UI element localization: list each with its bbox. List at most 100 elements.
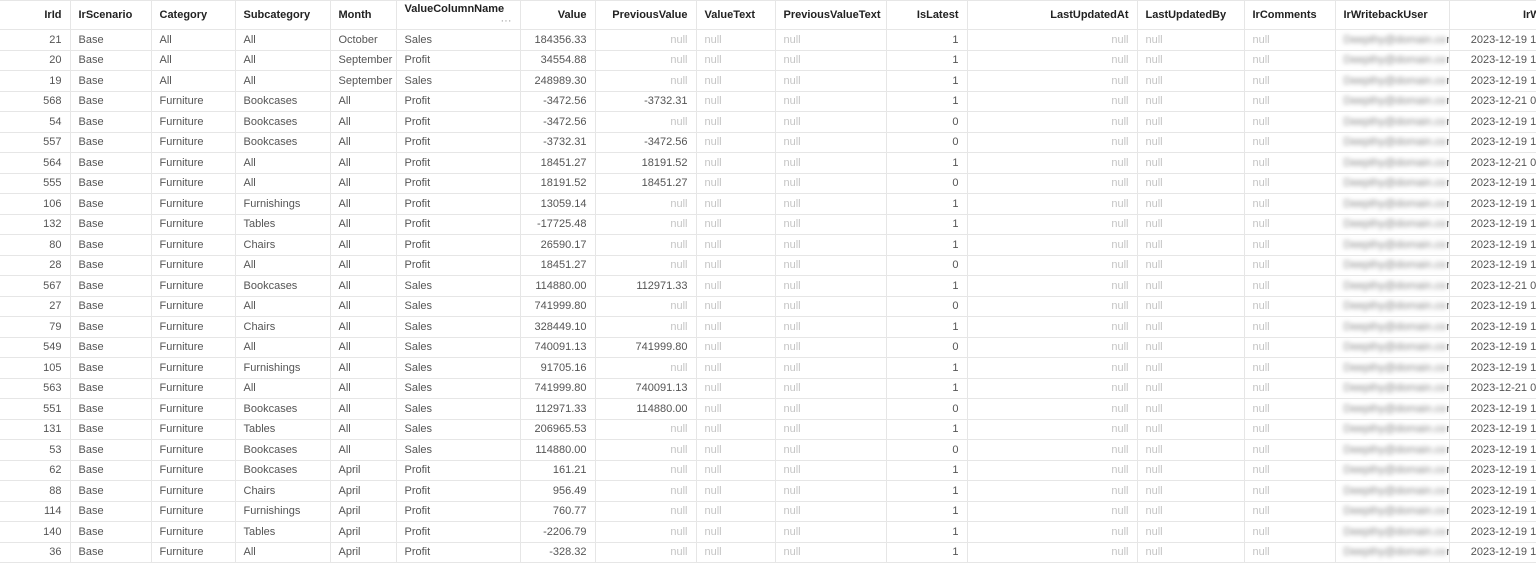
cell-month[interactable]: All	[330, 439, 397, 461]
cell-previousvaluetext[interactable]: null	[775, 152, 887, 174]
cell-islatest[interactable]: 0	[886, 296, 968, 317]
column-header-valuetext[interactable]: ValueText	[696, 0, 776, 30]
cell-irid[interactable]: 53	[0, 439, 71, 461]
cell-month[interactable]: All	[330, 111, 397, 133]
cell-valuetext[interactable]: null	[696, 214, 776, 235]
cell-category[interactable]: Furniture	[151, 255, 236, 276]
cell-lastupdatedby[interactable]: null	[1137, 419, 1245, 440]
cell-irscenario[interactable]: Base	[70, 337, 152, 358]
cell-previousvalue[interactable]: null	[595, 521, 697, 543]
cell-month[interactable]: All	[330, 398, 397, 420]
cell-irwritebackuser[interactable]: Deepthy@domain.com	[1335, 29, 1450, 51]
cell-islatest[interactable]: 0	[886, 337, 968, 358]
cell-category[interactable]: Furniture	[151, 275, 236, 297]
table-row[interactable]: 132 Base Furniture Tables All Profit -17725.48…	[0, 214, 1536, 235]
cell-value[interactable]: 248989.30	[520, 70, 596, 92]
cell-valuecolumnname[interactable]: Profit	[396, 542, 521, 563]
cell-valuecolumnname[interactable]: Profit	[396, 255, 521, 276]
cell-lastupdatedat[interactable]: null	[967, 173, 1138, 194]
cell-previousvalue[interactable]: null	[595, 316, 697, 338]
cell-irid[interactable]: 564	[0, 152, 71, 174]
cell-valuetext[interactable]: null	[696, 193, 776, 215]
cell-category[interactable]: Furniture	[151, 521, 236, 543]
cell-month[interactable]: All	[330, 275, 397, 297]
cell-lastupdatedat[interactable]: null	[967, 50, 1138, 71]
cell-valuecolumnname[interactable]: Sales	[396, 316, 521, 338]
table-row[interactable]: 555 Base Furniture All All Profit 18191.52 1845…	[0, 173, 1536, 194]
cell-lastupdatedby[interactable]: null	[1137, 460, 1245, 481]
cell-lastupdatedby[interactable]: null	[1137, 521, 1245, 543]
cell-category[interactable]: Furniture	[151, 91, 236, 112]
cell-ircomments[interactable]: null	[1244, 357, 1336, 379]
cell-previousvaluetext[interactable]: null	[775, 193, 887, 215]
cell-lastupdatedat[interactable]: null	[967, 460, 1138, 481]
cell-irid[interactable]: 20	[0, 50, 71, 71]
cell-lastupdatedat[interactable]: null	[967, 29, 1138, 51]
cell-lastupdatedat[interactable]: null	[967, 378, 1138, 399]
column-header-category[interactable]: Category	[151, 0, 236, 30]
cell-value[interactable]: 18451.27	[520, 152, 596, 174]
cell-irwrit[interactable]: 2023-12-19 18:4	[1449, 460, 1536, 481]
cell-irscenario[interactable]: Base	[70, 275, 152, 297]
table-row[interactable]: 80 Base Furniture Chairs All Profit 26590.17 nu…	[0, 234, 1536, 256]
cell-lastupdatedat[interactable]: null	[967, 501, 1138, 522]
cell-lastupdatedat[interactable]: null	[967, 296, 1138, 317]
cell-month[interactable]: All	[330, 419, 397, 440]
cell-valuecolumnname[interactable]: Profit	[396, 152, 521, 174]
cell-irid[interactable]: 549	[0, 337, 71, 358]
cell-valuecolumnname[interactable]: Profit	[396, 50, 521, 71]
table-row[interactable]: 105 Base Furniture Furnishings All Sales 91705…	[0, 357, 1536, 379]
cell-previousvalue[interactable]: -3472.56	[595, 132, 697, 153]
cell-islatest[interactable]: 1	[886, 521, 968, 543]
cell-valuecolumnname[interactable]: Profit	[396, 521, 521, 543]
cell-valuetext[interactable]: null	[696, 316, 776, 338]
cell-previousvaluetext[interactable]: null	[775, 91, 887, 112]
cell-category[interactable]: Furniture	[151, 316, 236, 338]
cell-ircomments[interactable]: null	[1244, 70, 1336, 92]
cell-irscenario[interactable]: Base	[70, 214, 152, 235]
cell-lastupdatedby[interactable]: null	[1137, 542, 1245, 563]
cell-value[interactable]: 740091.13	[520, 337, 596, 358]
cell-month[interactable]: All	[330, 173, 397, 194]
cell-previousvaluetext[interactable]: null	[775, 111, 887, 133]
cell-lastupdatedat[interactable]: null	[967, 234, 1138, 256]
cell-irwritebackuser[interactable]: Deepthy@domain.com	[1335, 173, 1450, 194]
cell-irid[interactable]: 114	[0, 501, 71, 522]
cell-category[interactable]: Furniture	[151, 398, 236, 420]
cell-valuetext[interactable]: null	[696, 439, 776, 461]
cell-lastupdatedby[interactable]: null	[1137, 480, 1245, 502]
cell-previousvaluetext[interactable]: null	[775, 173, 887, 194]
cell-irwritebackuser[interactable]: Deepthy@domain.com	[1335, 542, 1450, 563]
cell-irwritebackuser[interactable]: Deepthy@domain.com	[1335, 91, 1450, 112]
cell-lastupdatedat[interactable]: null	[967, 152, 1138, 174]
cell-islatest[interactable]: 0	[886, 439, 968, 461]
cell-irscenario[interactable]: Base	[70, 419, 152, 440]
cell-lastupdatedby[interactable]: null	[1137, 234, 1245, 256]
cell-irid[interactable]: 105	[0, 357, 71, 379]
cell-islatest[interactable]: 1	[886, 193, 968, 215]
cell-islatest[interactable]: 1	[886, 152, 968, 174]
cell-irwrit[interactable]: 2023-12-19 18:4	[1449, 50, 1536, 71]
cell-category[interactable]: All	[151, 50, 236, 71]
cell-irscenario[interactable]: Base	[70, 316, 152, 338]
cell-subcategory[interactable]: Bookcases	[235, 132, 331, 153]
cell-subcategory[interactable]: All	[235, 337, 331, 358]
cell-lastupdatedat[interactable]: null	[967, 214, 1138, 235]
cell-value[interactable]: 112971.33	[520, 398, 596, 420]
cell-irscenario[interactable]: Base	[70, 521, 152, 543]
cell-previousvalue[interactable]: 112971.33	[595, 275, 697, 297]
cell-subcategory[interactable]: All	[235, 296, 331, 317]
cell-irscenario[interactable]: Base	[70, 152, 152, 174]
cell-islatest[interactable]: 0	[886, 132, 968, 153]
cell-islatest[interactable]: 1	[886, 357, 968, 379]
cell-irwritebackuser[interactable]: Deepthy@domain.com	[1335, 296, 1450, 317]
cell-category[interactable]: Furniture	[151, 378, 236, 399]
cell-month[interactable]: All	[330, 152, 397, 174]
cell-islatest[interactable]: 0	[886, 398, 968, 420]
cell-ircomments[interactable]: null	[1244, 378, 1336, 399]
cell-irscenario[interactable]: Base	[70, 501, 152, 522]
cell-valuecolumnname[interactable]: Sales	[396, 337, 521, 358]
cell-previousvaluetext[interactable]: null	[775, 296, 887, 317]
cell-irid[interactable]: 131	[0, 419, 71, 440]
cell-previousvaluetext[interactable]: null	[775, 419, 887, 440]
